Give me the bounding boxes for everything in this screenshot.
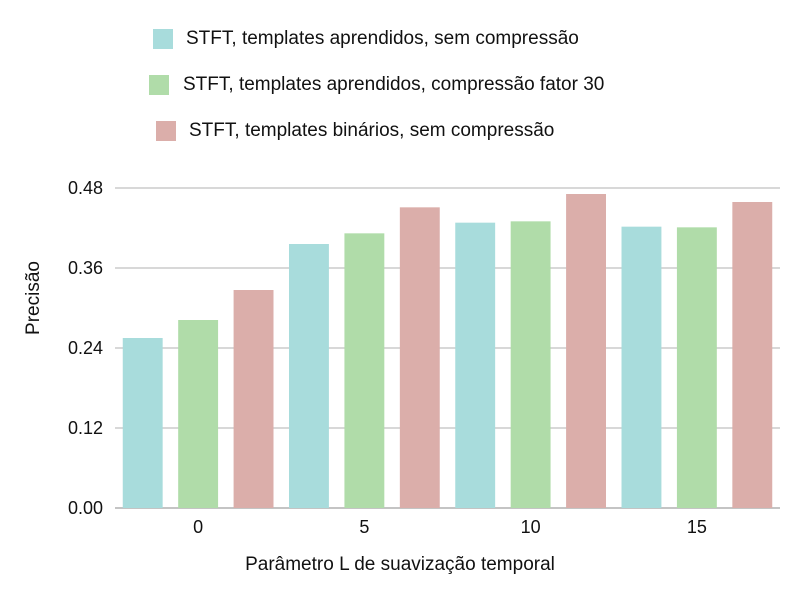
y-tick-label: 0.12 xyxy=(68,418,103,438)
y-axis-title: Precisão xyxy=(23,261,44,335)
y-tick-label: 0.00 xyxy=(68,498,103,518)
bars xyxy=(122,194,773,509)
bar-series-2-cat-5 xyxy=(344,233,385,509)
bar-series-1-cat-10 xyxy=(455,222,496,508)
bar-series-2-cat-0 xyxy=(178,320,219,508)
x-tick-label: 15 xyxy=(687,517,707,537)
legend-item-series-3: STFT, templates binários, sem compressão xyxy=(156,120,554,142)
legend-swatch-series-1 xyxy=(153,29,173,49)
legend-label-series-3: STFT, templates binários, sem compressão xyxy=(189,120,555,141)
legend-label-series-1: STFT, templates aprendidos, sem compress… xyxy=(186,28,579,49)
bar-series-2-cat-15 xyxy=(676,227,717,509)
legend-swatch-series-3 xyxy=(156,121,176,141)
y-tick-labels: 0.00 0.12 0.24 0.36 0.48 xyxy=(68,178,103,518)
bar-series-2-cat-10 xyxy=(510,221,551,509)
y-tick-label: 0.48 xyxy=(68,178,103,198)
y-tick-label: 0.24 xyxy=(68,338,103,358)
x-tick-label: 5 xyxy=(359,517,369,537)
bar-series-1-cat-5 xyxy=(289,244,329,508)
bar-series-1-cat-15 xyxy=(621,226,662,508)
bar-series-3-cat-15 xyxy=(732,202,773,508)
legend-item-series-2: STFT, templates aprendidos, compressão f… xyxy=(149,74,604,96)
x-tick-label: 10 xyxy=(521,517,541,537)
bar-series-3-cat-0 xyxy=(233,290,274,508)
x-tick-labels: 0 5 10 15 xyxy=(193,517,707,537)
bar-series-3-cat-5 xyxy=(399,207,440,509)
gridlines xyxy=(115,187,780,509)
y-tick-label: 0.36 xyxy=(68,258,103,278)
legend-item-series-1: STFT, templates aprendidos, sem compress… xyxy=(153,28,579,50)
legend-label-series-2: STFT, templates aprendidos, compressão f… xyxy=(183,74,605,95)
legend-swatch-series-2 xyxy=(149,75,169,95)
x-tick-label: 0 xyxy=(193,517,203,537)
x-axis-title: Parâmetro L de suavização temporal xyxy=(245,554,555,575)
bar-series-1-cat-0 xyxy=(122,338,163,508)
bar-series-3-cat-10 xyxy=(566,194,606,508)
